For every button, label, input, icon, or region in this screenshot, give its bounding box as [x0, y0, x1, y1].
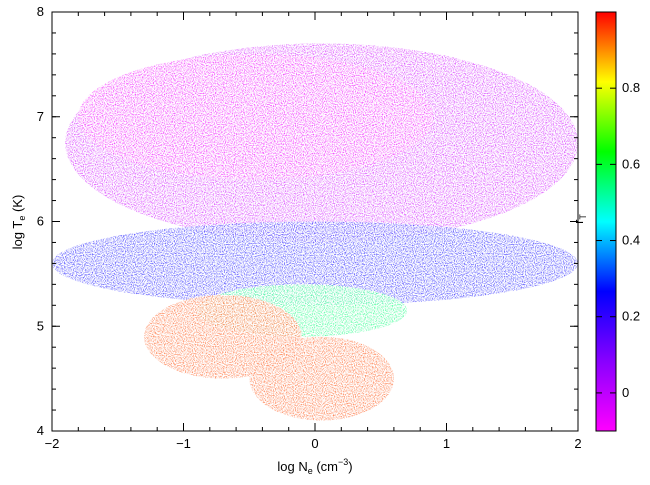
plot-area: −2 −1 0 1 2 4 5 6 7 8: [37, 4, 582, 451]
y-tick-label: 5: [37, 318, 44, 333]
heatmap-layer: [52, 43, 578, 421]
x-tick-label: 1: [443, 436, 450, 451]
y-axis-label: log Te (K): [10, 195, 27, 250]
colorbar-ramp: [596, 12, 616, 431]
colorbar-ticks: 0 0.2 0.4 0.6 0.8: [596, 80, 640, 400]
x-tick-label: 2: [574, 436, 581, 451]
y-tick-label: 8: [37, 4, 44, 19]
colorbar-tick-label: 0.4: [622, 233, 640, 248]
x-axis: −2 −1 0 1 2: [45, 12, 582, 451]
colorbar-tick-label: 0.8: [622, 80, 640, 95]
x-tick-label: 0: [311, 436, 318, 451]
x-axis-label: log Ne (cm−3): [277, 457, 352, 476]
x-tick-label: −1: [176, 436, 191, 451]
colorbar-tick-label: 0.6: [622, 156, 640, 171]
heatmap-region-1: [78, 53, 434, 180]
colorbar: 0 0.2 0.4 0.6 0.8: [595, 11, 640, 432]
x-tick-label: −2: [45, 436, 60, 451]
y-tick-label: 6: [37, 214, 44, 229]
colorbar-label: rT: [571, 214, 588, 224]
colorbar-tick-label: 0.2: [622, 309, 640, 324]
y-tick-label: 4: [37, 423, 44, 438]
heatmap-region-5: [249, 336, 394, 421]
y-tick-label: 7: [37, 109, 44, 124]
y-axis: 4 5 6 7 8: [37, 4, 578, 438]
heatmap-region-2: [52, 221, 578, 306]
colorbar-frame: [595, 11, 617, 432]
colorbar-tick-label: 0: [622, 385, 629, 400]
heatmap-regions: [52, 43, 578, 421]
